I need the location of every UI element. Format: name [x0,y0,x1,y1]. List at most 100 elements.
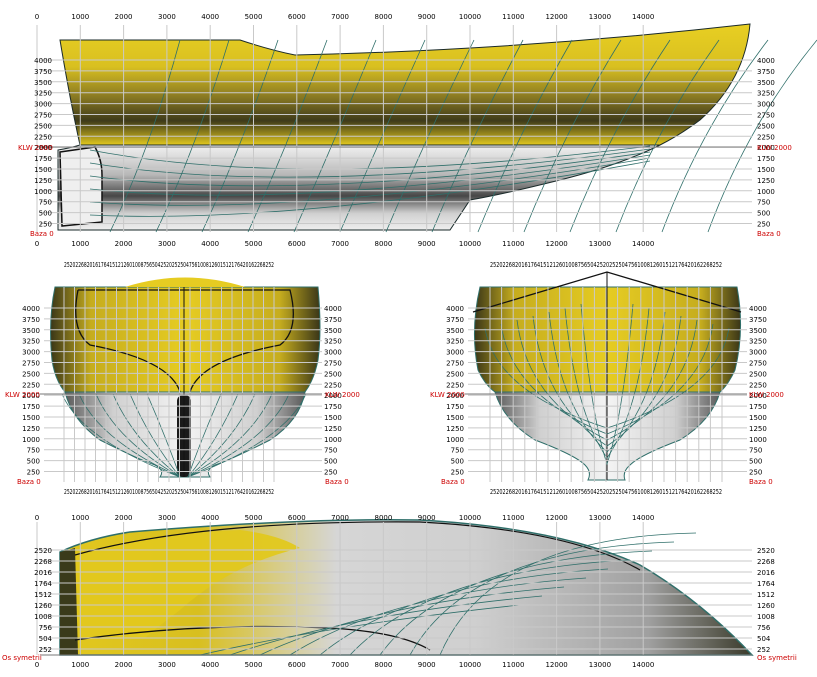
x-tick-label: 8000 [374,514,392,522]
z-tick-label: 3000 [34,101,52,109]
z-tick-label: 1000 [446,436,464,444]
z-tick-label: 1500 [324,414,342,422]
z-tick-label: 2250 [34,133,52,141]
z-tick-label: 2750 [22,360,40,368]
z-tick-label: 500 [39,210,52,218]
z-tick-label: 250 [749,469,762,477]
z-tick-label: 2000 [749,392,767,400]
aft-y-ticks-top: 2520226820161764151212601008756504252025… [64,261,274,269]
plan-grid [36,522,752,655]
z-tick-label: 2000 [446,392,464,400]
profile-buttock-line [201,39,279,233]
z-tick-label: 2000 [34,144,52,152]
aft-section-line [187,393,290,478]
x-tick-label: 12000 [545,661,567,669]
z-tick-label: 2750 [749,360,767,368]
z-tick-label: 3500 [324,327,342,335]
x-tick-label: 5000 [245,661,263,669]
z-tick-label: 1512 [757,591,775,599]
z-tick-label: 1750 [749,403,767,411]
z-tick-label: 2500 [34,122,52,130]
fwd-section-line [532,315,682,447]
aft-base-label-right: Baza 0 [325,478,349,486]
fwd-grid [468,287,747,482]
x-tick-label: 11000 [502,13,524,21]
x-tick-label: 3000 [158,240,176,248]
aft-section-line [129,393,181,478]
body-plan-aft: 4000 3750 3500 3250 3000 2750 2500 2250 2000 1750… [5,261,360,496]
aft-section-line [112,393,181,478]
x-tick-label: 8000 [374,240,392,248]
z-tick-label: 2268 [757,558,775,566]
z-tick-label: 2250 [324,381,342,389]
z-tick-label: 3750 [757,68,775,76]
profile-waterline-label-left: KLW 2000 [18,144,53,152]
z-tick-label: 1500 [22,414,40,422]
profile-buttock-line [293,39,377,233]
z-tick-label: 500 [27,458,40,466]
z-tick-label: 2500 [757,122,775,130]
x-tick-label: 2000 [115,13,133,21]
z-tick-label: 3250 [749,338,767,346]
x-tick-label: 10000 [459,13,481,21]
z-tick-label: 2016 [757,569,775,577]
profile-buttock-line [155,39,230,233]
z-tick-label: 1000 [34,188,52,196]
x-tick-label: 13000 [589,514,611,522]
profile-buttock-line [109,39,181,233]
z-tick-label: 4000 [446,305,464,313]
z-tick-label: 3500 [749,327,767,335]
z-tick-label: 1000 [324,436,342,444]
x-tick-label: 4000 [201,13,219,21]
z-tick-label: 1260 [34,602,52,610]
z-tick-label: 250 [27,469,40,477]
z-tick-label: 2750 [757,112,775,120]
x-tick-label: 4000 [201,661,219,669]
z-tick-label: 1250 [446,425,464,433]
z-tick-label: 4000 [34,57,52,65]
plan-contours [199,532,697,656]
z-tick-label: 2250 [446,381,464,389]
plan-view: 0 1000 2000 3000 4000 5000 6000 7000 8000 9000 100… [2,514,797,669]
aft-contours [61,393,307,478]
x-tick-label: 10000 [459,514,481,522]
profile-base-label-left: Baza 0 [30,230,54,238]
z-tick-label: 3250 [446,338,464,346]
x-tick-label: 6000 [288,514,306,522]
x-tick-label: 11000 [502,514,524,522]
z-tick-label: 2016 [34,569,52,577]
z-tick-label: 1250 [22,425,40,433]
plan-transom-dark [60,548,78,655]
plan-x-axis-top: 0 1000 2000 3000 4000 5000 6000 7000 8000 9000 100… [35,514,655,522]
x-tick-label: 12000 [545,240,567,248]
x-tick-label: 13000 [589,661,611,669]
aft-waterline-label-right: KLW 2000 [325,391,360,399]
z-tick-label: 3000 [324,349,342,357]
x-tick-label: 7000 [331,240,349,248]
aft-section-line [187,393,239,478]
aft-section-line [187,393,307,478]
plan-waterline-contour [349,559,631,656]
x-tick-label: 11000 [502,240,524,248]
fwd-waterline-label-left: KLW 2000 [430,391,465,399]
z-tick-label: 2500 [22,370,40,378]
z-tick-label: 250 [451,469,464,477]
profile-buttock-line [477,39,573,233]
aft-z-axis-right: 4000 3750 3500 3250 3000 2750 2500 2250 2000 1750… [324,305,342,477]
z-tick-label: 3750 [446,316,464,324]
z-tick-label: 2250 [749,381,767,389]
z-tick-label: 1250 [749,425,767,433]
z-tick-label: 750 [27,447,40,455]
z-tick-label: 4000 [324,305,342,313]
z-tick-label: 2268 [34,558,52,566]
z-tick-label: 1250 [34,177,52,185]
z-tick-label: 2750 [34,112,52,120]
z-tick-label: 1000 [749,436,767,444]
profile-x-axis-top: 0 1000 2000 3000 4000 5000 6000 7000 8000 9000 100… [35,13,655,21]
x-tick-label: 3000 [158,661,176,669]
profile-buttock-line [385,39,475,233]
z-tick-label: 1250 [324,425,342,433]
profile-waterline-contour [89,148,651,178]
x-tick-label: 14000 [632,240,654,248]
